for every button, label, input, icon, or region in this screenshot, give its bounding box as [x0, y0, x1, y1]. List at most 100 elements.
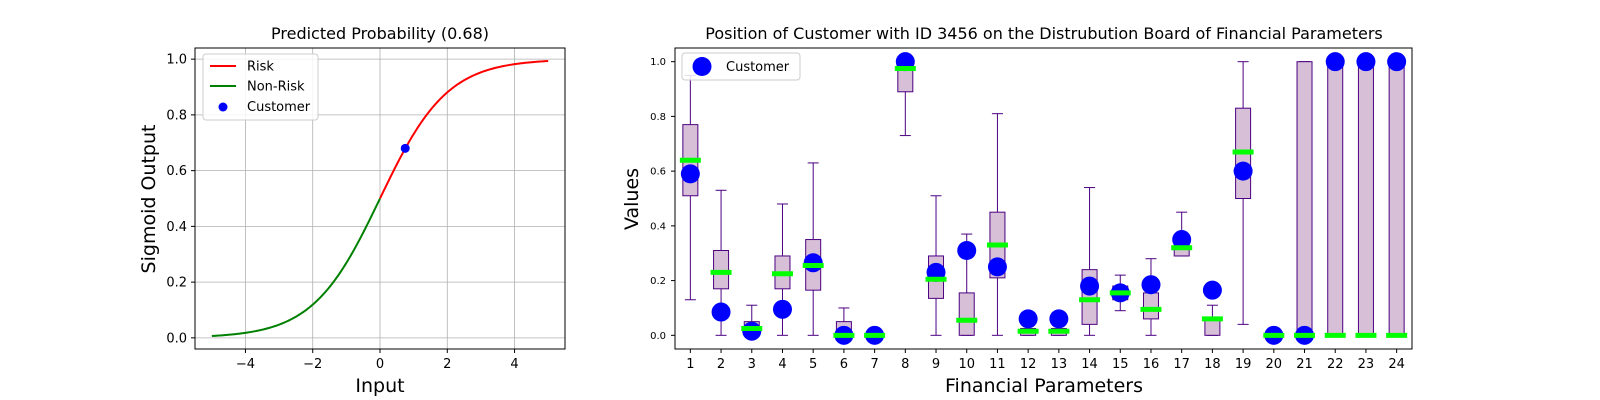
box-4 — [771, 203, 793, 336]
box-body — [1327, 61, 1344, 336]
sigmoid-y-tick-label: 0.2 — [166, 276, 187, 291]
boxplot-x-tick-label: 14 — [1081, 357, 1098, 372]
boxplot-y-tick-label: 1.0 — [650, 57, 666, 68]
boxplot-y-tick-label: 0.8 — [650, 112, 666, 123]
boxplot-x-tick-label: 6 — [840, 357, 848, 372]
boxplot-chart-title: Position of Customer with ID 3456 on the… — [705, 24, 1382, 43]
boxplot-y-ticks: 0.0 0.2 0.4 0.6 0.8 1.0 — [650, 57, 675, 342]
boxplot-x-tick-label: 23 — [1358, 357, 1375, 372]
box-19 — [1232, 61, 1254, 325]
customer-marker — [1172, 230, 1192, 250]
boxplot-plot-frame — [674, 47, 1413, 350]
sigmoid-legend-frame — [202, 53, 319, 121]
box-3 — [741, 304, 763, 341]
box-2 — [710, 189, 732, 336]
customer-marker — [680, 164, 700, 184]
boxplot-x-tick-label: 15 — [1112, 357, 1129, 372]
customer-marker — [1356, 52, 1376, 72]
boxplot-legend-customer-label: Customer — [726, 60, 790, 75]
sigmoid-x-axis-label: Input — [355, 375, 404, 397]
boxplot-x-tick-label: 18 — [1204, 357, 1221, 372]
sigmoid-y-tick-label: 0.4 — [166, 220, 187, 235]
box-10 — [956, 233, 978, 336]
boxplot-legend-frame — [681, 52, 801, 81]
boxplot-y-axis-label: Values — [621, 168, 643, 230]
boxplot-y-tick-label: 0.0 — [650, 331, 666, 342]
box-23 — [1355, 52, 1377, 338]
box-7 — [864, 325, 886, 345]
box-11 — [986, 113, 1008, 336]
boxplot-x-tick-label: 3 — [748, 357, 756, 372]
boxplot-legend: Customer — [681, 52, 801, 81]
box-body — [1142, 292, 1159, 320]
customer-marker — [957, 240, 977, 260]
boxplot-y-tick-label: 0.4 — [650, 221, 666, 232]
boxplot-x-tick-label: 11 — [989, 357, 1006, 372]
boxplot-y-tick-label: 0.2 — [650, 276, 666, 287]
sigmoid-series-risk-line — [379, 60, 549, 199]
sigmoid-chart: Predicted Probability (0.68) −4 −2 0 2 4 0.0… — [138, 24, 566, 397]
box-15 — [1109, 274, 1131, 312]
sigmoid-curves — [211, 60, 549, 337]
boxplot-x-tick-label: 2 — [717, 357, 725, 372]
boxplot-chart: Position of Customer with ID 3456 on the… — [621, 24, 1413, 397]
customer-marker — [772, 299, 792, 319]
customer-marker — [711, 302, 731, 322]
sigmoid-chart-title: Predicted Probability (0.68) — [271, 24, 489, 43]
box-8 — [894, 52, 916, 137]
customer-marker — [742, 321, 762, 341]
box-20 — [1263, 325, 1285, 345]
boxplot-x-tick-label: 13 — [1051, 357, 1068, 372]
sigmoid-y-axis-label: Sigmoid Output — [138, 125, 160, 274]
box-18 — [1201, 280, 1223, 336]
customer-marker — [1080, 276, 1100, 296]
boxplot-x-tick-label: 19 — [1235, 357, 1252, 372]
legend-customer-label: Customer — [247, 100, 311, 115]
customer-marker — [1202, 280, 1222, 300]
boxplot-x-tick-label: 24 — [1388, 357, 1405, 372]
sigmoid-series-non-risk-line — [211, 198, 381, 337]
box-22 — [1324, 52, 1346, 338]
sigmoid-x-ticks: −4 −2 0 2 4 — [236, 349, 519, 372]
boxplot-y-tick-label: 0.6 — [650, 167, 666, 178]
legend-customer-marker — [692, 57, 712, 76]
box-5 — [802, 162, 824, 336]
customer-marker — [1018, 309, 1038, 329]
box-16 — [1140, 258, 1162, 336]
customer-marker — [1141, 275, 1161, 295]
boxplot-x-tick-label: 17 — [1173, 357, 1190, 372]
box-17 — [1171, 211, 1193, 257]
sigmoid-y-tick-label: 0.6 — [166, 164, 187, 179]
boxplot-x-tick-label: 21 — [1296, 357, 1313, 372]
customer-marker — [987, 257, 1007, 277]
boxplot-x-ticks: 1 2 3 4 5 6 7 8 9 10 11 12 13 14 15 16 17 18 19 20 21 22 23 24 — [686, 349, 1405, 372]
boxplot-x-tick-label: 22 — [1327, 357, 1344, 372]
legend-risk-label: Risk — [247, 60, 274, 75]
sigmoid-x-tick-label: −2 — [303, 357, 322, 372]
boxplot-x-tick-label: 1 — [686, 357, 694, 372]
sigmoid-legend: Risk Non-Risk Customer — [202, 53, 319, 121]
customer-marker — [1233, 161, 1253, 181]
sigmoid-x-tick-label: 4 — [510, 357, 518, 372]
box-body — [1388, 61, 1405, 336]
box-12 — [1017, 309, 1039, 336]
customer-marker — [1049, 309, 1069, 329]
box-body — [958, 292, 975, 336]
sigmoid-x-tick-label: −4 — [236, 357, 255, 372]
boxplot-x-tick-label: 4 — [778, 357, 786, 372]
boxplot-x-tick-label: 9 — [932, 357, 940, 372]
box-6 — [833, 307, 855, 345]
sigmoid-customer-point-layer — [400, 143, 410, 153]
sigmoid-x-tick-label: 2 — [443, 357, 451, 372]
box-24 — [1386, 52, 1408, 338]
boxplot-x-tick-label: 12 — [1020, 357, 1037, 372]
boxplot-x-tick-label: 20 — [1266, 357, 1283, 372]
boxplot-marks — [679, 52, 1408, 345]
sigmoid-customer-point — [400, 143, 410, 153]
sigmoid-y-tick-label: 0.0 — [166, 331, 187, 346]
box-21 — [1294, 61, 1316, 345]
boxplot-x-tick-label: 8 — [901, 357, 909, 372]
box-1 — [679, 74, 701, 301]
customer-marker — [803, 253, 823, 273]
